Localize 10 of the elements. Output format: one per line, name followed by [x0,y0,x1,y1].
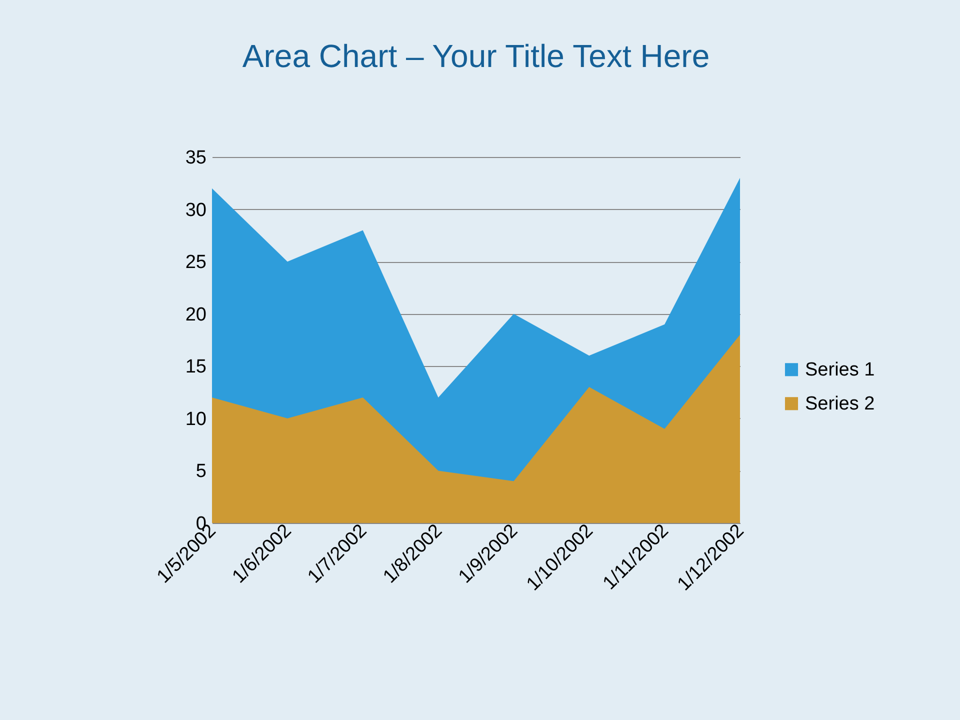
y-tick-label: 20 [185,304,206,326]
y-tick-label: 35 [185,148,206,168]
y-tick-label: 15 [185,356,206,378]
y-tick-label: 25 [185,252,206,274]
y-tick-label: 10 [185,408,206,430]
y-tick-label: 30 [185,200,206,221]
legend-label: Series 2 [805,394,875,415]
chart-title: Area Chart – Your Title Text Here [242,38,710,74]
y-tick-label: 5 [196,461,206,482]
legend-label: Series 1 [805,360,875,381]
